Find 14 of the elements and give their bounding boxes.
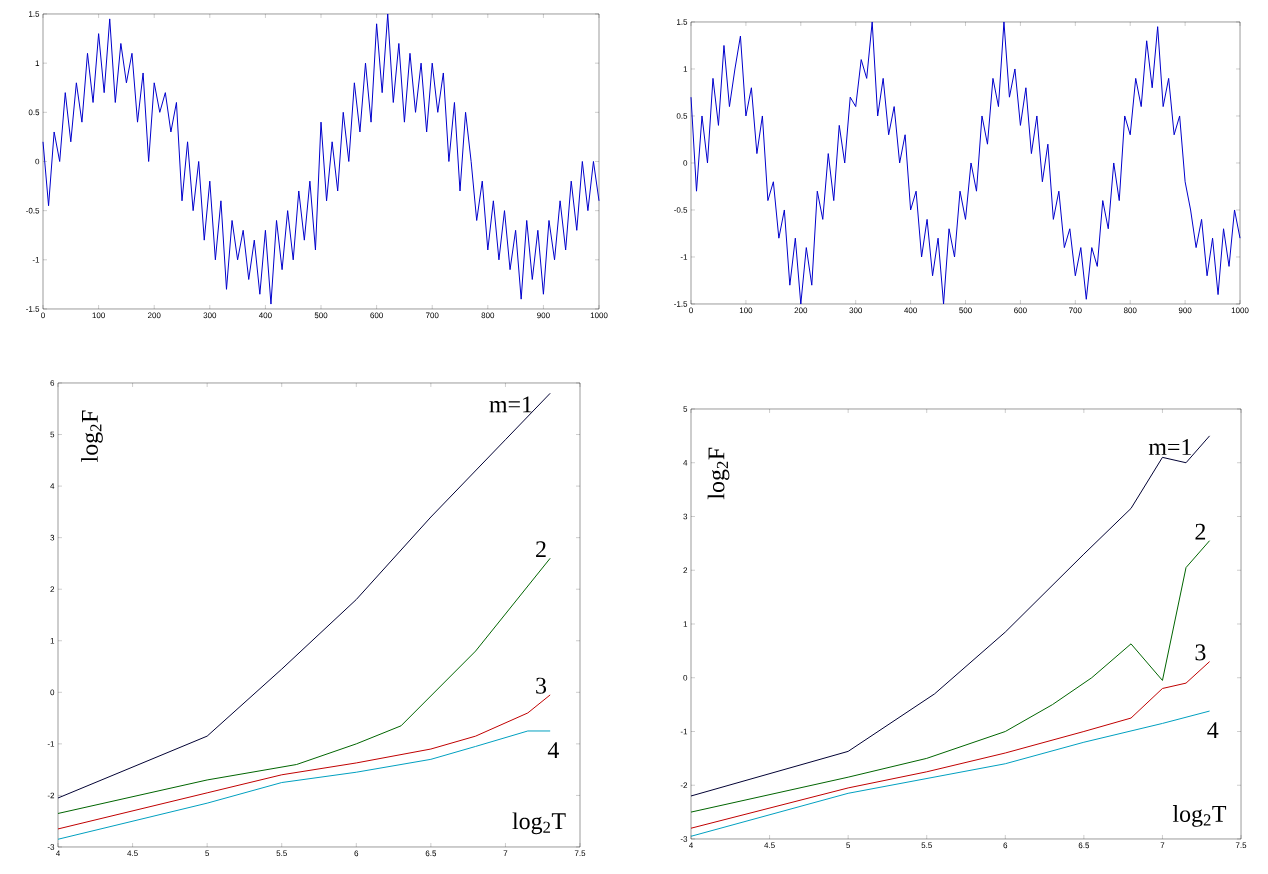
series-label: m=1 — [1148, 439, 1191, 455]
y-axis-title: log$_{2}$F — [81, 410, 103, 462]
line-series — [42, 13, 600, 305]
line-series — [690, 21, 1241, 305]
series-label: 3 — [536, 677, 547, 694]
x-axis-title: log$_{2}$T — [1172, 805, 1227, 827]
series-label: 2 — [1195, 523, 1206, 540]
series-label: m=1 — [489, 396, 532, 413]
series-label: 2 — [536, 541, 546, 558]
series-label: 4 — [547, 742, 559, 758]
series-label: 3 — [1195, 644, 1206, 661]
x-axis-title: log$_{2}$T — [512, 812, 566, 835]
y-axis-title: log$_{2}$F — [707, 447, 730, 500]
series-label: 4 — [1207, 722, 1219, 738]
